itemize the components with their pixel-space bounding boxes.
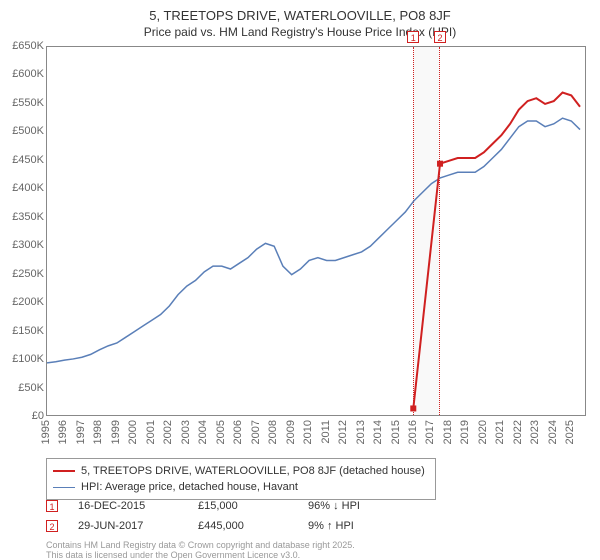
x-tick-label: 1995: [40, 420, 52, 444]
x-tick-label: 2022: [512, 420, 524, 444]
x-tick-label: 2009: [285, 420, 297, 444]
sale-point: [437, 161, 443, 167]
series-line: [47, 118, 580, 363]
y-tick-label: £550K: [0, 97, 44, 109]
y-tick-label: £150K: [0, 325, 44, 337]
plot-svg: [47, 47, 587, 417]
transaction-price: £15,000: [198, 500, 308, 512]
legend-item: 5, TREETOPS DRIVE, WATERLOOVILLE, PO8 8J…: [53, 463, 425, 479]
transaction-row: 2 29-JUN-2017 £445,000 9% ↑ HPI: [46, 520, 354, 532]
x-tick-label: 1997: [75, 420, 87, 444]
y-tick-label: £350K: [0, 211, 44, 223]
sale-point: [410, 405, 416, 411]
x-tick-label: 2019: [459, 420, 471, 444]
y-tick-label: £600K: [0, 68, 44, 80]
y-tick-label: £500K: [0, 125, 44, 137]
x-tick-label: 2004: [197, 420, 209, 444]
x-tick-label: 2002: [162, 420, 174, 444]
y-tick-label: £200K: [0, 296, 44, 308]
y-tick-label: £650K: [0, 40, 44, 52]
transaction-date: 29-JUN-2017: [78, 520, 198, 532]
x-tick-label: 1999: [110, 420, 122, 444]
x-tick-label: 2007: [250, 420, 262, 444]
x-tick-label: 2008: [267, 420, 279, 444]
y-tick-label: £400K: [0, 182, 44, 194]
legend-item: HPI: Average price, detached house, Hava…: [53, 479, 425, 495]
y-tick-label: £250K: [0, 268, 44, 280]
legend-swatch: [53, 470, 75, 472]
sale-flag: 2: [434, 31, 446, 43]
legend-label: HPI: Average price, detached house, Hava…: [81, 479, 298, 495]
y-tick-label: £0: [0, 410, 44, 422]
x-tick-label: 2016: [407, 420, 419, 444]
x-tick-label: 2012: [337, 420, 349, 444]
transaction-marker: 2: [46, 520, 58, 532]
x-tick-label: 2015: [390, 420, 402, 444]
transaction-row: 1 16-DEC-2015 £15,000 96% ↓ HPI: [46, 500, 360, 512]
attribution: Contains HM Land Registry data © Crown c…: [46, 540, 355, 560]
y-tick-label: £450K: [0, 154, 44, 166]
legend-label: 5, TREETOPS DRIVE, WATERLOOVILLE, PO8 8J…: [81, 463, 425, 479]
transaction-marker: 1: [46, 500, 58, 512]
legend-swatch: [53, 487, 75, 488]
x-tick-label: 2003: [180, 420, 192, 444]
y-tick-label: £50K: [0, 382, 44, 394]
transaction-delta: 96% ↓ HPI: [308, 500, 360, 512]
transaction-delta: 9% ↑ HPI: [308, 520, 354, 532]
x-tick-label: 2006: [232, 420, 244, 444]
series-line: [413, 93, 580, 409]
legend: 5, TREETOPS DRIVE, WATERLOOVILLE, PO8 8J…: [46, 458, 436, 500]
chart-container: 5, TREETOPS DRIVE, WATERLOOVILLE, PO8 8J…: [0, 0, 600, 560]
x-tick-label: 2010: [302, 420, 314, 444]
x-tick-label: 2025: [564, 420, 576, 444]
x-tick-label: 2017: [424, 420, 436, 444]
x-tick-label: 1998: [92, 420, 104, 444]
attribution-line2: This data is licensed under the Open Gov…: [46, 550, 355, 560]
title-subtitle: Price paid vs. HM Land Registry's House …: [0, 25, 600, 39]
x-tick-label: 2013: [355, 420, 367, 444]
plot-area: 12: [46, 46, 586, 416]
sale-flag: 1: [407, 31, 419, 43]
x-tick-label: 2000: [127, 420, 139, 444]
transaction-date: 16-DEC-2015: [78, 500, 198, 512]
y-tick-label: £100K: [0, 353, 44, 365]
transaction-price: £445,000: [198, 520, 308, 532]
x-tick-label: 2020: [477, 420, 489, 444]
x-tick-label: 2005: [215, 420, 227, 444]
x-tick-label: 2014: [372, 420, 384, 444]
x-tick-label: 2011: [320, 420, 332, 444]
attribution-line1: Contains HM Land Registry data © Crown c…: [46, 540, 355, 550]
x-tick-label: 1996: [57, 420, 69, 444]
x-tick-label: 2024: [547, 420, 559, 444]
title-address: 5, TREETOPS DRIVE, WATERLOOVILLE, PO8 8J…: [0, 8, 600, 23]
title-block: 5, TREETOPS DRIVE, WATERLOOVILLE, PO8 8J…: [0, 0, 600, 39]
x-tick-label: 2001: [145, 420, 157, 444]
x-tick-label: 2018: [442, 420, 454, 444]
x-tick-label: 2023: [529, 420, 541, 444]
y-tick-label: £300K: [0, 239, 44, 251]
x-tick-label: 2021: [494, 420, 506, 444]
